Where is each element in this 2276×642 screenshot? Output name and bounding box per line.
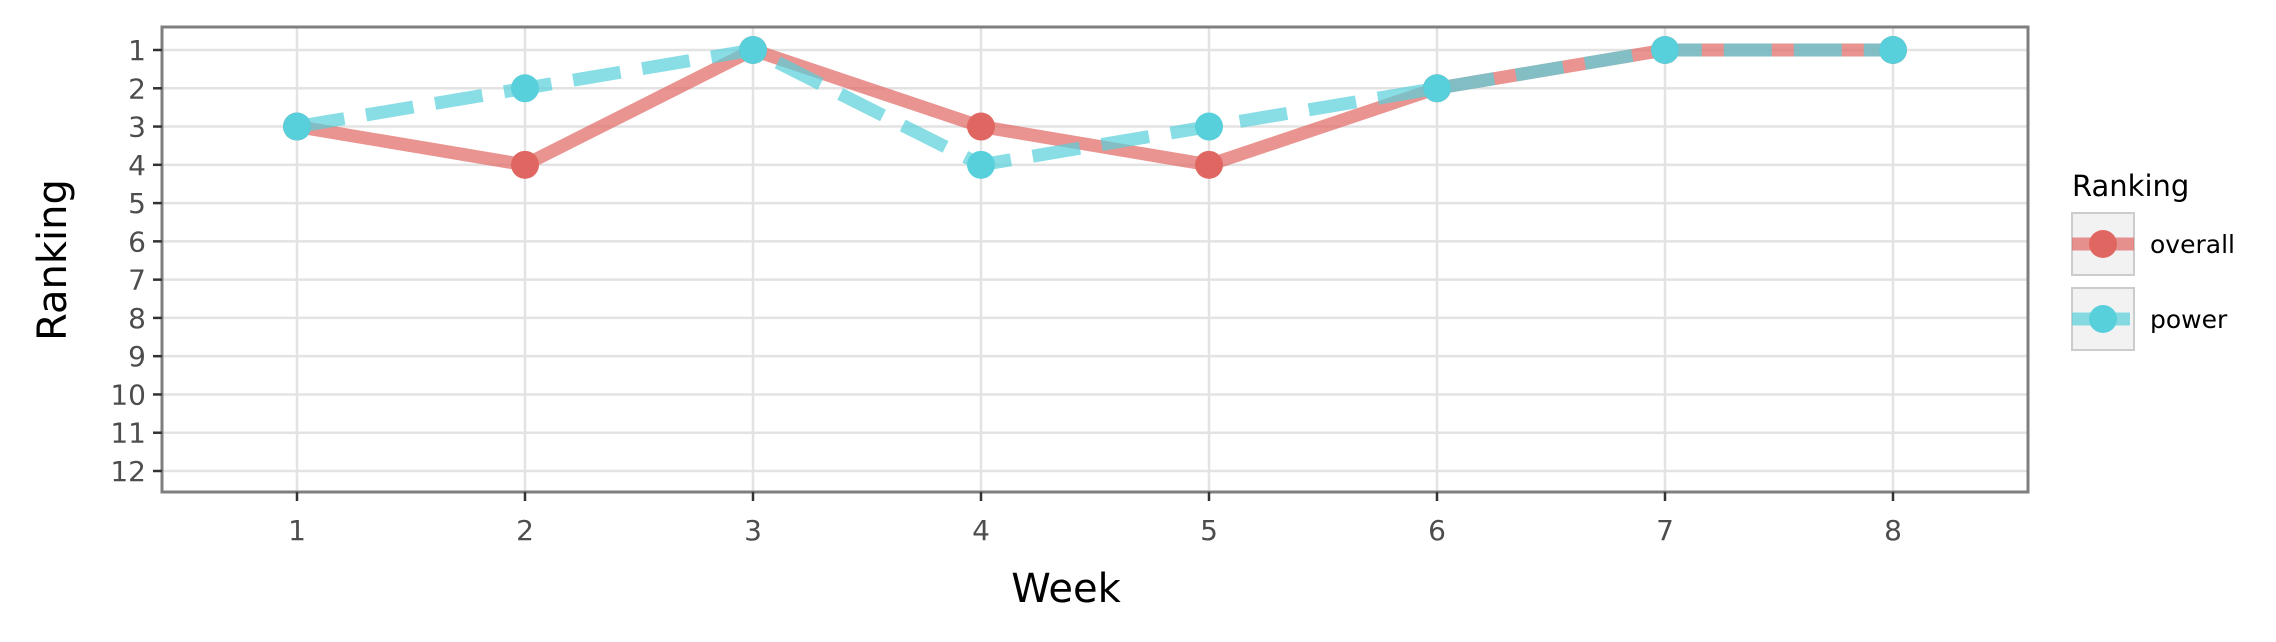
- legend-items: overall power: [2071, 212, 2235, 351]
- y-tick-label: 11: [110, 417, 146, 450]
- x-tick-label: 2: [516, 514, 534, 547]
- data-point-power: [739, 36, 767, 64]
- data-point-power: [967, 150, 995, 179]
- x-tick-label: 5: [1200, 514, 1218, 547]
- y-tick-label: 6: [128, 225, 146, 258]
- y-tick-label: 9: [128, 340, 146, 373]
- series-lines: [295, 43, 1893, 172]
- y-axis-title: Ranking: [30, 179, 76, 341]
- x-tick-label: 7: [1656, 514, 1674, 547]
- y-tick-label: 12: [110, 455, 146, 488]
- x-tick-label: 8: [1884, 514, 1902, 547]
- x-tick-label: 3: [744, 514, 762, 547]
- series-line-power: [295, 43, 1893, 172]
- legend-label-power: power: [2150, 305, 2228, 334]
- y-tick-label: 5: [128, 187, 146, 220]
- y-tick-label: 3: [128, 111, 146, 144]
- panel-background: [162, 27, 2028, 492]
- panel-border: [160, 25, 2030, 494]
- data-point-power: [511, 74, 539, 103]
- y-tick-label: 4: [128, 149, 146, 182]
- y-tick-label: 8: [128, 302, 146, 335]
- y-tick-label: 10: [110, 378, 146, 411]
- legend-point-overall: [2089, 230, 2117, 258]
- data-point-power: [1423, 74, 1451, 103]
- grid-lines: [162, 27, 2028, 492]
- x-tick-label: 1: [288, 514, 306, 547]
- y-tick-label: 7: [128, 264, 146, 297]
- x-tick-label: 4: [972, 514, 990, 547]
- y-tick-label: 1: [128, 34, 146, 67]
- legend-point-power: [2089, 305, 2117, 333]
- x-axis-ticks: 1 2 3 4 5 6 7 8: [288, 492, 1902, 547]
- data-point-power: [283, 112, 311, 141]
- y-tick-label: 2: [128, 72, 146, 105]
- data-point-overall: [1195, 150, 1223, 179]
- legend: Ranking overall power: [2071, 169, 2235, 351]
- data-point-power: [1651, 36, 1679, 64]
- legend-title: Ranking: [2072, 169, 2189, 203]
- data-point-power: [1195, 112, 1223, 141]
- data-point-power: [1879, 36, 1907, 64]
- x-tick-label: 6: [1428, 514, 1446, 547]
- x-axis-title: Week: [1011, 566, 1121, 612]
- data-point-overall: [967, 112, 995, 141]
- series-points: [283, 36, 1907, 179]
- data-point-overall: [511, 150, 539, 179]
- legend-label-overall: overall: [2150, 230, 2235, 259]
